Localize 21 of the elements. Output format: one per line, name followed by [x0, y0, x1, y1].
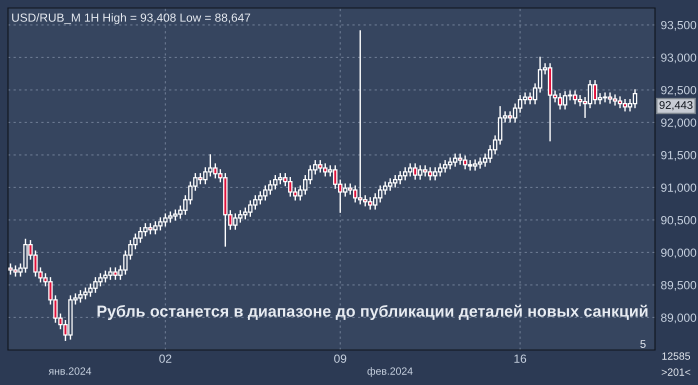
y-tick-label: 89,500	[661, 281, 696, 291]
annotation: Рубль останется в диапазоне до публикации деталей новых санкций	[98, 304, 648, 320]
text: 5	[640, 340, 646, 348]
y-tick-label: 91,000	[661, 183, 696, 194]
y-tick-label: 93,500	[661, 20, 696, 31]
y-tick-label: 92,500	[661, 86, 696, 96]
x-tick-label: 09	[334, 354, 346, 363]
y-tick-label: 93,000	[661, 53, 696, 64]
y-tick-label: 89,000	[661, 314, 696, 324]
y-tick-label: 91,500	[661, 150, 696, 161]
text: фев.2024	[367, 367, 413, 377]
text: янв.2024	[48, 367, 92, 375]
y-tick-label: 92,000	[661, 118, 696, 128]
x-tick-label: 02	[159, 354, 172, 363]
x-tick-label: 16	[514, 354, 526, 363]
chart-title: USD/RUB_M 1H High = 93,408 Low = 88,647	[12, 13, 250, 24]
text: 92,443	[660, 101, 692, 110]
y-tick-label: 90,000	[661, 248, 696, 258]
text: 12585	[662, 352, 690, 360]
y-tick-label: 90,500	[661, 216, 696, 226]
text: >201<	[662, 368, 690, 376]
